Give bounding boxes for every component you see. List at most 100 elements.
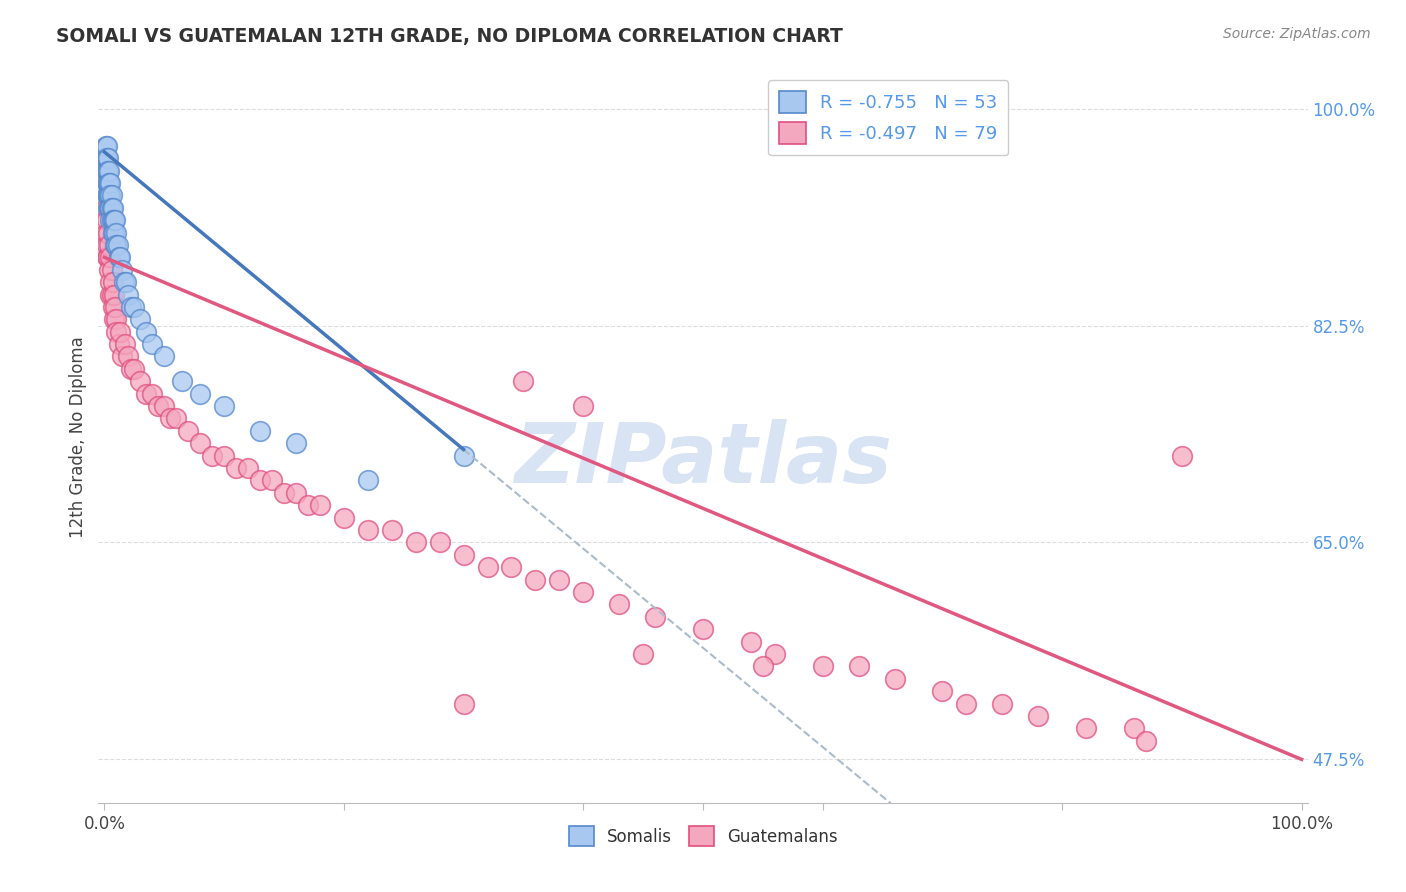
Point xyxy=(108,250,131,264)
Point xyxy=(148,399,170,413)
Point xyxy=(100,287,122,301)
Point xyxy=(98,238,121,252)
Point xyxy=(98,176,121,190)
Point xyxy=(94,163,117,178)
Point xyxy=(97,250,120,264)
Point xyxy=(96,151,118,165)
Point xyxy=(692,622,714,636)
Point xyxy=(107,337,129,351)
Point xyxy=(188,386,211,401)
Point xyxy=(115,275,138,289)
Point xyxy=(104,300,127,314)
Point xyxy=(120,300,142,314)
Point xyxy=(97,151,120,165)
Point xyxy=(631,647,654,661)
Point xyxy=(105,238,128,252)
Point xyxy=(100,176,122,190)
Point xyxy=(524,573,547,587)
Point xyxy=(333,510,356,524)
Point xyxy=(129,312,152,326)
Point xyxy=(94,226,117,240)
Point xyxy=(752,659,775,673)
Point xyxy=(548,573,571,587)
Point xyxy=(103,287,125,301)
Point xyxy=(236,461,259,475)
Text: Source: ZipAtlas.com: Source: ZipAtlas.com xyxy=(1223,27,1371,41)
Point xyxy=(212,449,235,463)
Point xyxy=(284,486,307,500)
Point xyxy=(572,585,595,599)
Point xyxy=(100,287,122,301)
Point xyxy=(97,176,120,190)
Point xyxy=(429,535,451,549)
Point xyxy=(96,163,118,178)
Point xyxy=(153,350,176,364)
Text: SOMALI VS GUATEMALAN 12TH GRADE, NO DIPLOMA CORRELATION CHART: SOMALI VS GUATEMALAN 12TH GRADE, NO DIPL… xyxy=(56,27,844,45)
Point xyxy=(94,201,117,215)
Point xyxy=(260,474,283,488)
Point xyxy=(97,201,120,215)
Point xyxy=(101,300,124,314)
Point xyxy=(249,474,271,488)
Point xyxy=(97,226,120,240)
Point xyxy=(101,213,124,227)
Point xyxy=(129,374,152,388)
Point xyxy=(607,598,630,612)
Point xyxy=(100,188,122,202)
Point xyxy=(883,672,905,686)
Point xyxy=(955,697,977,711)
Point xyxy=(740,634,762,648)
Point xyxy=(297,498,319,512)
Point xyxy=(811,659,834,673)
Point xyxy=(97,163,120,178)
Legend: Somalis, Guatemalans: Somalis, Guatemalans xyxy=(562,820,844,853)
Point xyxy=(104,213,127,227)
Point xyxy=(177,424,200,438)
Point xyxy=(94,151,117,165)
Point xyxy=(117,287,139,301)
Point xyxy=(101,201,124,215)
Point xyxy=(103,312,125,326)
Point xyxy=(101,226,124,240)
Point xyxy=(105,226,128,240)
Point xyxy=(135,325,157,339)
Point xyxy=(165,411,187,425)
Point xyxy=(357,474,380,488)
Point xyxy=(172,374,194,388)
Point xyxy=(120,362,142,376)
Point xyxy=(124,300,146,314)
Point xyxy=(381,523,404,537)
Point xyxy=(105,325,128,339)
Point xyxy=(101,275,124,289)
Point xyxy=(96,176,118,190)
Point xyxy=(477,560,499,574)
Point xyxy=(159,411,181,425)
Point xyxy=(1123,722,1146,736)
Point xyxy=(501,560,523,574)
Point xyxy=(153,399,176,413)
Point xyxy=(98,262,121,277)
Point xyxy=(225,461,247,475)
Point xyxy=(100,250,122,264)
Point xyxy=(453,697,475,711)
Point xyxy=(111,262,134,277)
Point xyxy=(848,659,870,673)
Point xyxy=(1171,449,1194,463)
Point xyxy=(991,697,1014,711)
Point xyxy=(104,238,127,252)
Point xyxy=(98,163,121,178)
Point xyxy=(100,201,122,215)
Point xyxy=(201,449,224,463)
Point xyxy=(141,386,163,401)
Point xyxy=(453,548,475,562)
Point xyxy=(273,486,295,500)
Point xyxy=(405,535,427,549)
Point xyxy=(512,374,534,388)
Point xyxy=(100,188,122,202)
Point xyxy=(100,213,122,227)
Point xyxy=(97,188,120,202)
Point xyxy=(572,399,595,413)
Point xyxy=(644,610,666,624)
Point xyxy=(111,350,134,364)
Point xyxy=(105,312,128,326)
